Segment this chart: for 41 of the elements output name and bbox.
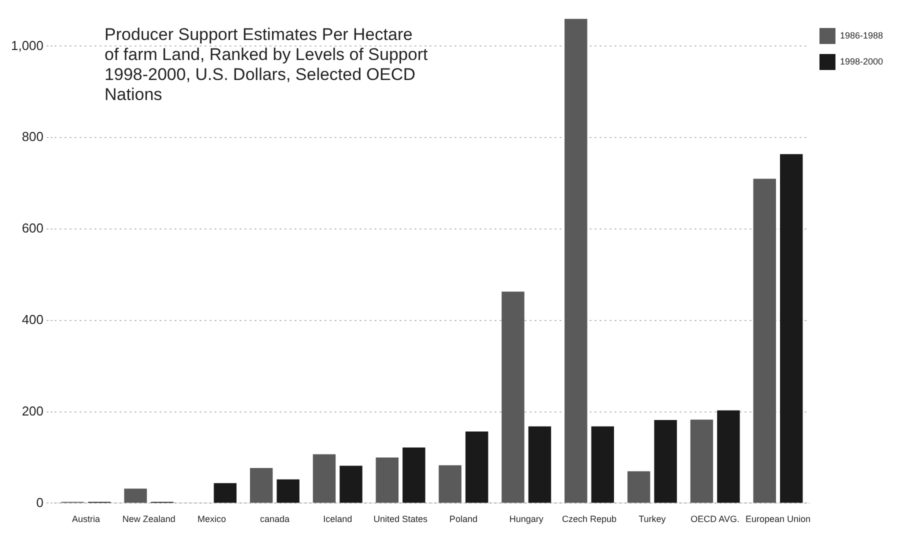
y-tick-label: 800 bbox=[22, 129, 44, 144]
x-tick-label: canada bbox=[260, 514, 290, 524]
y-tick-label: 600 bbox=[22, 220, 44, 236]
legend-label: 1998-2000 bbox=[840, 56, 884, 66]
bar bbox=[528, 426, 552, 503]
x-tick-label: OECD AVG. bbox=[690, 514, 740, 524]
bar bbox=[717, 410, 740, 503]
x-tick-label: Czech Repub bbox=[562, 514, 617, 524]
bar bbox=[124, 488, 147, 503]
x-tick-label: United States bbox=[374, 514, 428, 524]
bar bbox=[502, 292, 524, 503]
y-tick-label: 1,000 bbox=[10, 38, 44, 53]
text: Producer Support Estimates Per Hectare of farm Land, Ranked by Levels of Support 1998-2000, U.S. Dollars, Selected OECD Nations bbox=[104, 24, 428, 104]
bar bbox=[340, 466, 362, 503]
x-tick-label: Iceland bbox=[323, 514, 352, 524]
bar bbox=[312, 454, 336, 503]
bar bbox=[690, 420, 714, 503]
legend-label: 1986-1988 bbox=[840, 30, 884, 40]
x-tick-label: Turkey bbox=[638, 514, 666, 524]
bar bbox=[654, 420, 677, 503]
x-tick-label: Hungary bbox=[509, 514, 544, 524]
y-tick-label: 400 bbox=[22, 312, 44, 327]
bar bbox=[376, 458, 399, 503]
x-tick-label: European Union bbox=[745, 514, 811, 524]
bar bbox=[438, 465, 462, 503]
bar bbox=[564, 18, 588, 503]
y-tick-label: 0 bbox=[36, 494, 44, 510]
x-tick-label: Mexico bbox=[198, 514, 226, 524]
x-tick-label: Poland bbox=[449, 514, 478, 524]
bar bbox=[627, 471, 650, 503]
bar bbox=[591, 426, 614, 503]
bar bbox=[214, 483, 237, 503]
bar bbox=[276, 479, 300, 503]
bar bbox=[780, 154, 803, 503]
bar bbox=[250, 468, 273, 503]
bar bbox=[753, 178, 776, 503]
bar bbox=[402, 447, 426, 503]
y-tick-label: 200 bbox=[22, 403, 44, 418]
x-tick-label: New Zealand bbox=[122, 514, 176, 524]
bar bbox=[465, 431, 488, 503]
x-tick-label: Austria bbox=[72, 514, 100, 524]
